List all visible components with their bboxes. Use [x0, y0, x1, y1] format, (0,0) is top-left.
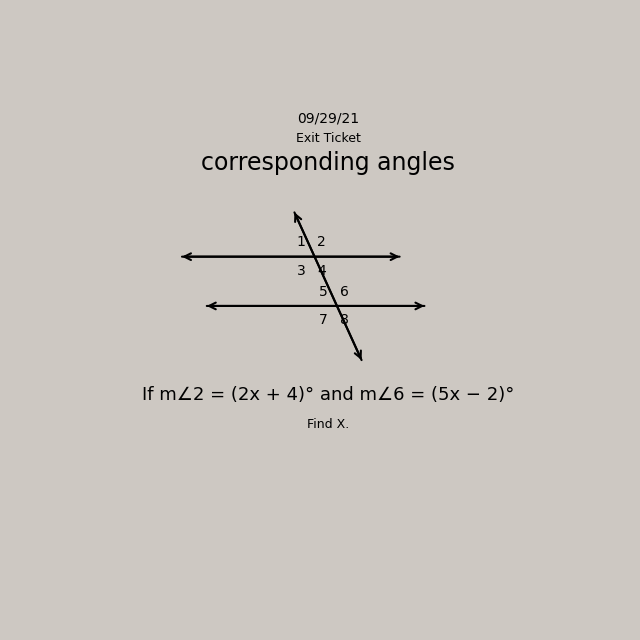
Text: 7: 7	[319, 314, 328, 327]
Text: 09/29/21: 09/29/21	[297, 112, 359, 125]
Text: 5: 5	[319, 285, 328, 298]
Text: 4: 4	[317, 264, 326, 278]
Text: Exit Ticket: Exit Ticket	[296, 132, 360, 145]
Text: 6: 6	[340, 285, 349, 298]
Text: Find X.: Find X.	[307, 418, 349, 431]
Text: If m∠2 = (2x + 4)° and m∠6 = (5x − 2)°: If m∠2 = (2x + 4)° and m∠6 = (5x − 2)°	[142, 386, 514, 404]
Text: 1: 1	[297, 236, 306, 249]
Text: corresponding angles: corresponding angles	[201, 151, 455, 175]
Text: 8: 8	[340, 314, 349, 327]
Text: 2: 2	[317, 236, 326, 249]
Text: 3: 3	[297, 264, 306, 278]
